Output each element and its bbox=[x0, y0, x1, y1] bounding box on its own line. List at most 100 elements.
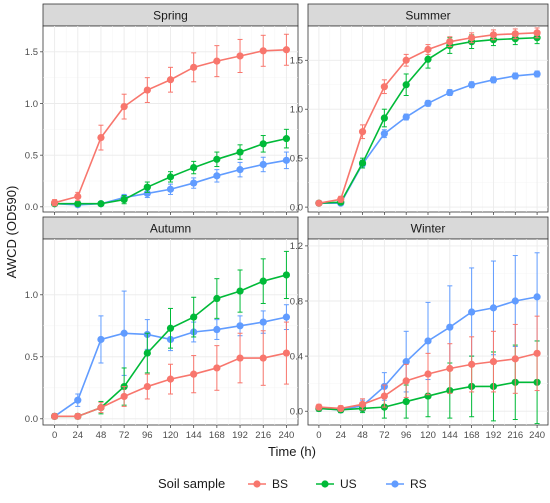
data-point bbox=[358, 159, 367, 167]
data-point bbox=[166, 173, 175, 181]
data-point bbox=[315, 199, 323, 207]
data-point bbox=[468, 308, 476, 316]
data-point bbox=[489, 31, 498, 39]
x-tick-label: 120 bbox=[163, 430, 179, 441]
y-tick-label: 1.5 bbox=[290, 56, 303, 67]
data-point bbox=[143, 382, 151, 391]
data-point bbox=[446, 323, 454, 331]
panel-winter: Winter 0.0 0.4 0.8 1.2 0 24 48 72 96 120 144 168 192 2… bbox=[290, 216, 549, 441]
data-point bbox=[143, 189, 151, 197]
y-tick-label: 1.0 bbox=[25, 290, 38, 301]
strip-title-summer: Summer bbox=[405, 9, 450, 23]
data-point bbox=[489, 304, 498, 312]
data-point bbox=[259, 160, 267, 169]
data-point bbox=[97, 335, 105, 344]
strip-title-spring: Spring bbox=[153, 9, 188, 23]
x-tick-label: 24 bbox=[72, 430, 83, 441]
legend-label-rs: RS bbox=[410, 477, 427, 491]
x-tick-label: 240 bbox=[529, 430, 545, 441]
data-point bbox=[402, 81, 410, 89]
data-point bbox=[468, 34, 476, 42]
data-point bbox=[259, 354, 267, 362]
data-point bbox=[120, 196, 128, 204]
data-point bbox=[74, 396, 82, 404]
data-point bbox=[120, 392, 128, 401]
data-point bbox=[424, 45, 432, 54]
data-point bbox=[166, 375, 175, 383]
x-tick-label: 168 bbox=[209, 430, 225, 441]
data-point bbox=[143, 349, 151, 357]
data-point bbox=[380, 83, 388, 91]
data-point bbox=[446, 88, 454, 97]
data-point bbox=[489, 358, 498, 366]
data-point bbox=[143, 183, 151, 191]
data-point bbox=[446, 364, 454, 373]
data-point bbox=[190, 63, 198, 71]
panel-spring: Spring 0.0 0.5 1.0 1.5 bbox=[25, 3, 299, 215]
y-tick-label: 0.5 bbox=[25, 150, 38, 161]
x-tick-label: 96 bbox=[142, 430, 153, 441]
x-tick-label: 192 bbox=[486, 430, 502, 441]
panel-summer: Summer 0.0 0.5 1.0 1.5 bbox=[290, 3, 549, 215]
data-point bbox=[533, 70, 541, 78]
data-point bbox=[402, 358, 410, 366]
data-point bbox=[282, 156, 291, 164]
data-point bbox=[213, 172, 221, 180]
data-point bbox=[380, 114, 388, 122]
x-tick-label: 168 bbox=[464, 430, 480, 441]
series-bs-winter bbox=[315, 315, 541, 413]
x-tick-label: 216 bbox=[255, 430, 271, 441]
data-point bbox=[533, 349, 541, 357]
data-point bbox=[259, 47, 267, 55]
data-point bbox=[446, 38, 454, 46]
data-point bbox=[282, 271, 291, 279]
data-point bbox=[120, 329, 128, 337]
x-tick-label: 240 bbox=[278, 430, 294, 441]
data-point bbox=[380, 130, 388, 138]
legend-item-rs: RS bbox=[386, 477, 427, 491]
y-tick-label: 0.0 bbox=[25, 202, 38, 213]
legend-key-point bbox=[253, 480, 261, 488]
x-tick-label: 144 bbox=[442, 430, 458, 441]
data-point bbox=[358, 128, 367, 136]
data-point bbox=[380, 392, 388, 400]
strip-title-autumn: Autumn bbox=[150, 222, 191, 236]
data-point bbox=[282, 46, 291, 54]
data-point bbox=[166, 185, 175, 193]
y-tick-label: 0.0 bbox=[290, 407, 303, 418]
data-point bbox=[143, 86, 151, 94]
data-point bbox=[337, 195, 345, 203]
data-point bbox=[315, 403, 323, 411]
series-bs-autumn bbox=[50, 321, 291, 420]
data-point bbox=[190, 313, 198, 321]
data-point bbox=[236, 322, 244, 330]
data-point bbox=[468, 360, 476, 368]
data-point bbox=[97, 134, 105, 142]
data-point bbox=[213, 294, 221, 303]
legend-label-us: US bbox=[340, 477, 357, 491]
x-tick-label: 144 bbox=[186, 430, 202, 441]
y-tick-label: 1.0 bbox=[25, 99, 38, 110]
legend-item-bs: BS bbox=[248, 477, 288, 491]
data-point bbox=[259, 277, 267, 285]
x-tick-label: 24 bbox=[335, 430, 346, 441]
panel-autumn: Autumn 0.0 0.5 1.0 0 24 48 72 96 120 144 168 192 216 2… bbox=[25, 216, 299, 441]
data-point bbox=[282, 349, 291, 357]
x-tick-label: 216 bbox=[507, 430, 523, 441]
data-point bbox=[74, 200, 82, 208]
data-point bbox=[259, 318, 267, 326]
x-tick-label: 72 bbox=[119, 430, 130, 441]
data-point bbox=[511, 72, 519, 80]
data-point bbox=[533, 29, 541, 37]
data-point bbox=[236, 148, 244, 156]
data-point bbox=[190, 163, 198, 172]
y-tick-label: 0.5 bbox=[290, 153, 303, 164]
data-point bbox=[511, 30, 519, 38]
x-tick-label: 48 bbox=[96, 430, 107, 441]
data-point bbox=[50, 412, 59, 420]
series-bs-spring bbox=[50, 33, 291, 207]
data-point bbox=[489, 76, 498, 84]
data-point bbox=[213, 155, 221, 163]
legend: Soil sample BS US RS bbox=[158, 476, 427, 491]
